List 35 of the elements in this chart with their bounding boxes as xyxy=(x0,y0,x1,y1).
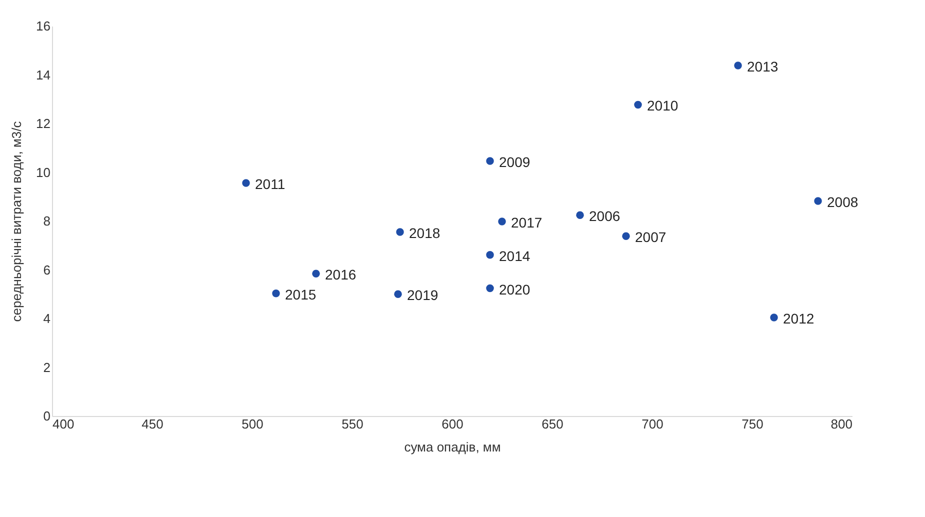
x-axis-title: сума опадів, мм xyxy=(404,440,501,454)
annotation: 2006 xyxy=(589,208,620,224)
annotation: 2008 xyxy=(827,194,858,210)
x-tick-label: 750 xyxy=(742,416,764,432)
annotation: 2010 xyxy=(647,98,678,114)
y-tick-label: 0 xyxy=(43,408,50,424)
x-tick-label: 550 xyxy=(342,416,364,432)
y-tick-label: 2 xyxy=(43,360,50,375)
annotation: 2014 xyxy=(499,248,530,264)
y-tick-label: 4 xyxy=(43,311,50,326)
annotation: 2017 xyxy=(511,214,542,230)
annotation: 2013 xyxy=(747,58,778,74)
x-tick-label: 650 xyxy=(542,416,564,432)
x-tick-label: 400 xyxy=(52,416,74,432)
y-tick-label: 12 xyxy=(36,116,50,131)
annotation: 2016 xyxy=(325,266,356,283)
annotation: 2019 xyxy=(407,287,438,304)
annotation: 2012 xyxy=(783,310,814,327)
x-tick-label: 450 xyxy=(142,416,164,432)
y-tick-label: 10 xyxy=(36,164,50,180)
annotation: 2011 xyxy=(255,176,286,192)
x-tick-label: 700 xyxy=(642,416,664,432)
annotation: 2018 xyxy=(409,224,440,241)
x-tick-label: 500 xyxy=(242,416,264,432)
annotation: 2009 xyxy=(499,154,530,170)
annotation: 2015 xyxy=(285,286,316,302)
y-tick-label: 14 xyxy=(36,67,50,82)
x-tick-label: 600 xyxy=(442,416,464,432)
x-tick-label: 800 xyxy=(830,416,852,432)
y-axis-title: середньорічні витрати води, м3/с xyxy=(9,120,24,322)
y-tick-label: 16 xyxy=(36,18,50,34)
y-tick-label: 8 xyxy=(43,214,50,228)
annotation: 2007 xyxy=(635,229,666,246)
annotation: 2020 xyxy=(499,281,530,298)
y-tick-label: 6 xyxy=(43,262,50,278)
